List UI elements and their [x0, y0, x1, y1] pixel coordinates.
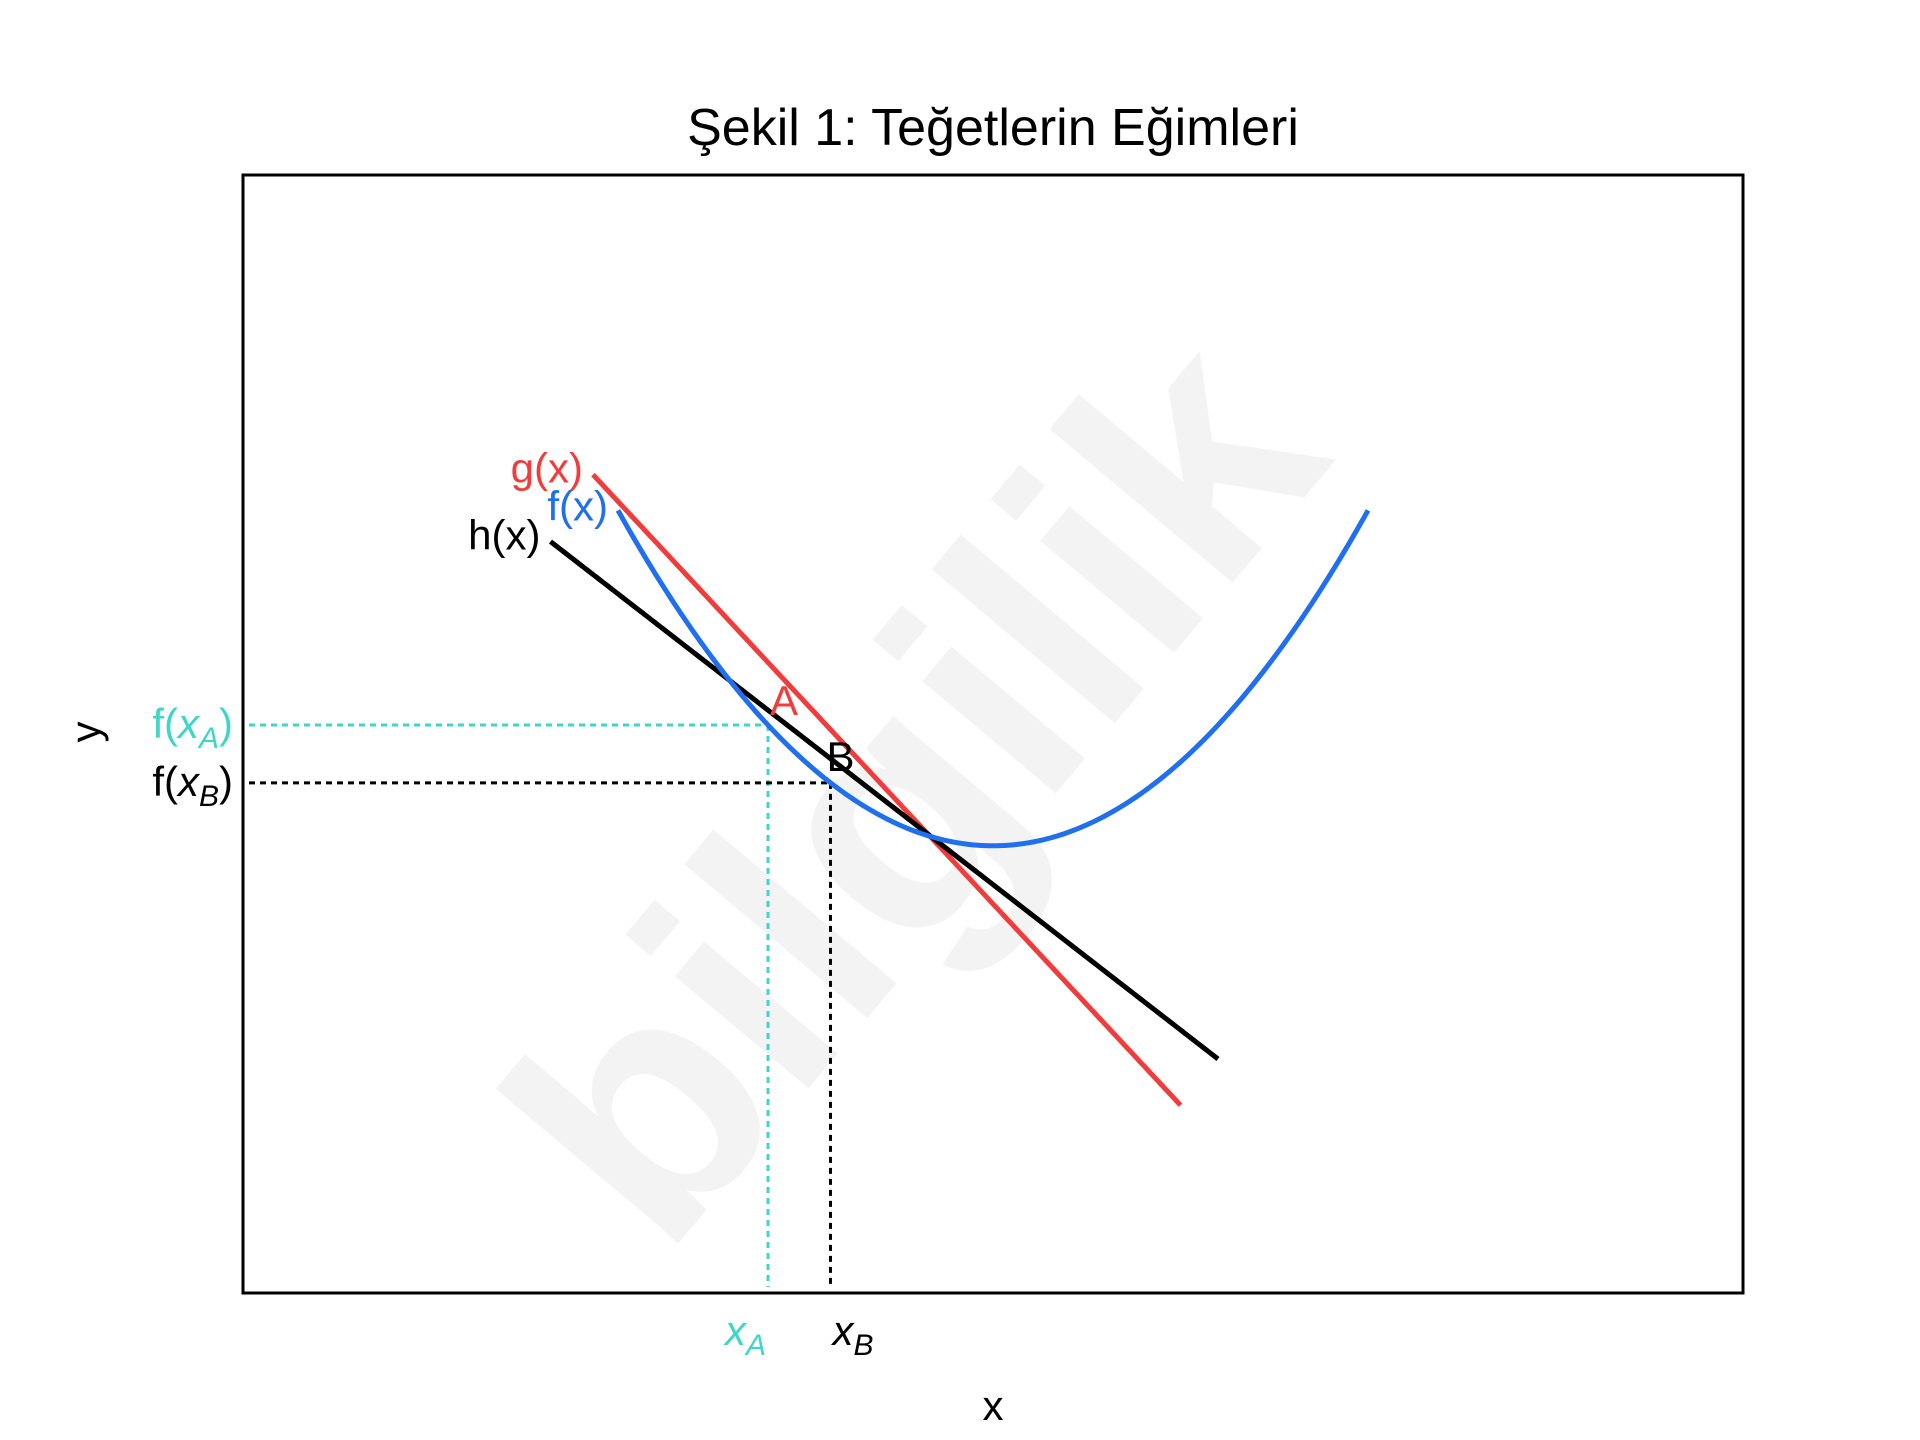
- series-g-line: [591, 472, 1183, 1107]
- chart-title: Şekil 1: Teğetlerin Eğimleri: [687, 99, 1299, 157]
- point-label-a: A: [770, 677, 798, 724]
- series-f-label: f(x): [547, 482, 608, 529]
- series-group: [548, 472, 1371, 1107]
- x-tick-label-b: xB: [831, 1307, 874, 1362]
- x-tick-label-a: xA: [723, 1307, 766, 1362]
- y-tick-label-a: f(xA): [152, 700, 233, 755]
- series-g-label: g(x): [511, 445, 583, 492]
- series-h-line: [548, 539, 1220, 1061]
- y-axis-label: y: [62, 722, 109, 743]
- guide-lines: [249, 723, 832, 1287]
- x-axis-label: x: [983, 1382, 1004, 1429]
- plot-frame: [241, 173, 1745, 1295]
- series-f-line: [615, 509, 1371, 849]
- watermark: bilgilik: [435, 266, 1392, 1307]
- series-h-label: h(x): [468, 512, 540, 559]
- y-tick-label-b: f(xB): [152, 758, 233, 813]
- point-label-b: B: [827, 733, 855, 780]
